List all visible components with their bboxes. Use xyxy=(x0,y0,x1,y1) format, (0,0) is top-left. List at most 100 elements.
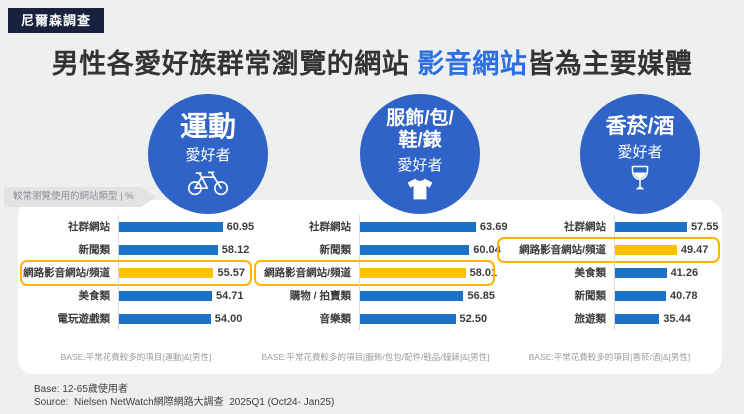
chart-rows: 社群網站 57.55 網路影音網站/頻道 49.47 美食類 41.26 新聞類 40.78 旅… xyxy=(497,215,722,330)
chart-row: 美食類 41.26 xyxy=(497,261,722,284)
category-label: 美食類 xyxy=(78,290,111,302)
bar xyxy=(615,290,666,301)
chart-row: 音樂類 52.50 xyxy=(254,307,497,330)
bar xyxy=(615,267,667,278)
category-label: 網路影音網站/頻道 xyxy=(264,267,351,279)
bar-track xyxy=(614,261,671,284)
chart-row: 社群網站 60.95 xyxy=(20,215,254,238)
title-part1: 男性各愛好族群常瀏覽的網站 xyxy=(51,49,418,79)
bar xyxy=(615,313,660,324)
bar-track xyxy=(614,238,681,261)
chart-row: 社群網站 63.69 xyxy=(254,215,507,238)
group-subtitle: 愛好者 xyxy=(185,146,231,164)
chart-row: 購物 / 拍賣類 56.85 xyxy=(254,284,497,307)
group-circle-fashion: 服飾/包/ 鞋/錶 愛好者 xyxy=(360,94,480,214)
chart-row: 網路影音網站/頻道 58.01 xyxy=(254,261,497,284)
category-label: 電玩遊戲類 xyxy=(57,313,111,325)
category-label: 網路影音網站/頻道 xyxy=(519,244,606,256)
bar xyxy=(119,221,223,232)
bar-track xyxy=(118,284,216,307)
value-label: 40.78 xyxy=(669,289,698,302)
wine-glass-icon xyxy=(631,165,649,189)
charts-panel: 社群網站 60.95 新聞類 58.12 網路影音網站/頻道 55.57 美食類 54.71 電… xyxy=(18,200,722,374)
category-label: 社群網站 xyxy=(309,221,351,233)
bar xyxy=(119,244,218,255)
chart-tobacco-alcohol: 社群網站 57.55 網路影音網站/頻道 49.47 美食類 41.26 新聞類 40.78 旅… xyxy=(497,215,722,330)
value-label: 63.69 xyxy=(479,220,508,233)
value-label: 57.55 xyxy=(690,220,719,233)
bar xyxy=(360,244,470,255)
category-label: 網路影音網站/頻道 xyxy=(23,267,110,279)
page-title: 男性各愛好族群常瀏覽的網站 影音網站皆為主要媒體 xyxy=(0,42,744,81)
category-label: 新聞類 xyxy=(319,244,352,256)
title-highlight: 影音網站 xyxy=(417,49,528,79)
chart-row: 新聞類 60.04 xyxy=(254,238,501,261)
base-line: Base: 12-65歲使用者 xyxy=(34,384,128,395)
bar-track xyxy=(359,215,480,238)
group-subtitle: 愛好者 xyxy=(617,143,663,161)
chart-row: 新聞類 58.12 xyxy=(20,238,254,261)
chart-row: 電玩遊戲類 54.00 xyxy=(20,307,254,330)
value-label: 58.12 xyxy=(221,243,250,256)
value-label: 58.01 xyxy=(469,266,498,279)
group-title: 香菸/酒 xyxy=(605,115,675,139)
group-title: 服飾/包/ 鞋/錶 xyxy=(386,108,454,151)
category-label: 美食類 xyxy=(574,267,607,279)
source-footer: Base: 12-65歲使用者 Source: Nielsen NetWatch… xyxy=(34,383,334,409)
title-part2: 皆為主要媒體 xyxy=(527,49,693,79)
bar-track xyxy=(118,215,227,238)
bar-track xyxy=(118,261,217,284)
value-label: 60.04 xyxy=(473,243,501,256)
value-label: 54.71 xyxy=(216,289,244,302)
bar-track xyxy=(359,261,470,284)
bar xyxy=(119,313,211,324)
value-label: 55.57 xyxy=(217,266,245,279)
chart-base-note: BASE:平常花費較多的項目[香菸/酒]&[男性] xyxy=(528,352,691,362)
bar xyxy=(360,290,464,301)
bar xyxy=(615,221,687,232)
bar-track xyxy=(118,307,215,330)
bar-track xyxy=(118,238,222,261)
chart-base-note: BASE:平常花費較多的項目[運動]&[男性] xyxy=(60,352,212,362)
category-label: 新聞類 xyxy=(574,290,607,302)
value-label: 41.26 xyxy=(670,266,699,279)
chart-row: 旅遊類 35.44 xyxy=(497,307,722,330)
chart-rows: 社群網站 63.69 新聞類 60.04 網路影音網站/頻道 58.01 購物 / 拍賣類 5… xyxy=(254,215,507,330)
bar xyxy=(119,290,212,301)
category-label: 旅遊類 xyxy=(574,313,607,325)
chart-row: 新聞類 40.78 xyxy=(497,284,722,307)
bar-track xyxy=(614,215,691,238)
value-label: 35.44 xyxy=(663,312,691,325)
value-label: 60.95 xyxy=(226,220,255,233)
group-circle-sports: 運動 愛好者 xyxy=(148,94,268,214)
chart-base-note: BASE:平常花費較多的項目[服飾/包包/配件/鞋品/鐘錶]&[男性] xyxy=(261,352,490,362)
chart-row: 網路影音網站/頻道 49.47 xyxy=(497,238,722,261)
chart-row: 社群網站 57.55 xyxy=(497,215,722,238)
bar-track xyxy=(359,284,467,307)
nielsen-survey-badge: 尼爾森調查 xyxy=(8,8,105,33)
highlighted-bar xyxy=(360,267,466,278)
chart-sports: 社群網站 60.95 新聞類 58.12 網路影音網站/頻道 55.57 美食類 54.71 電… xyxy=(20,215,254,330)
group-subtitle: 愛好者 xyxy=(397,156,443,174)
chart-rows: 社群網站 60.95 新聞類 58.12 網路影音網站/頻道 55.57 美食類 54.71 電… xyxy=(20,215,254,330)
bicycle-icon xyxy=(187,171,229,195)
chart-fashion: 社群網站 63.69 新聞類 60.04 網路影音網站/頻道 58.01 購物 / 拍賣類 5… xyxy=(254,215,507,330)
highlighted-bar xyxy=(119,267,214,278)
bar-track xyxy=(614,307,663,330)
value-label: 49.47 xyxy=(680,243,709,256)
category-label: 音樂類 xyxy=(319,313,352,325)
chart-row: 網路影音網站/頻道 55.57 xyxy=(20,261,254,284)
bar xyxy=(360,221,476,232)
highlighted-bar xyxy=(615,244,677,255)
category-label: 社群網站 xyxy=(564,221,606,233)
bar-track xyxy=(359,238,473,261)
tshirt-icon xyxy=(407,178,433,200)
value-label: 56.85 xyxy=(467,289,495,302)
group-circle-tobacco-alcohol: 香菸/酒 愛好者 xyxy=(580,94,700,214)
value-label: 54.00 xyxy=(214,312,243,325)
bar-track xyxy=(359,307,460,330)
bar xyxy=(360,313,456,324)
chart-section-label: 較常瀏覽使用的網站類型 | % xyxy=(4,187,156,207)
category-label: 社群網站 xyxy=(68,221,110,233)
